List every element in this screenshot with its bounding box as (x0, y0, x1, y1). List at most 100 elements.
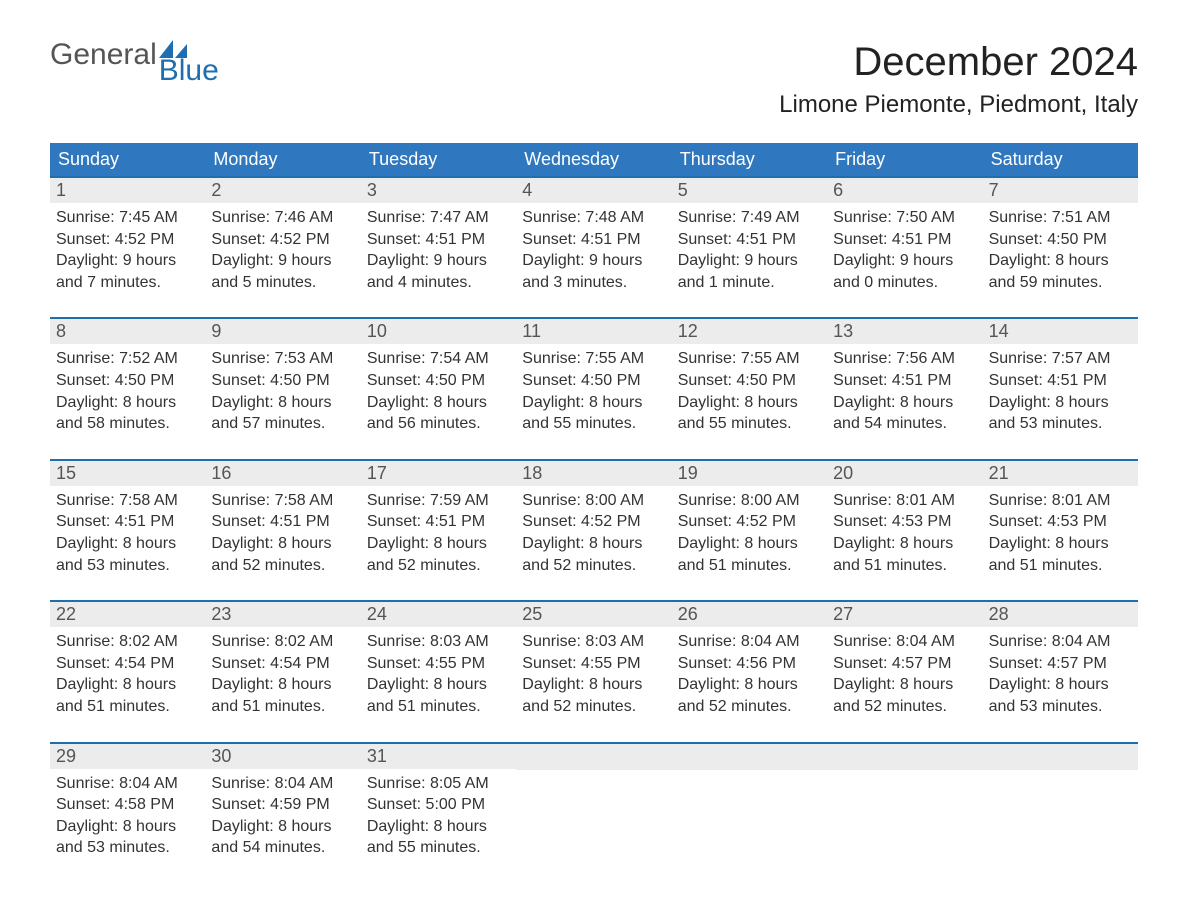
day-number: 16 (205, 461, 360, 486)
day-number: 6 (827, 178, 982, 203)
sunrise-line: Sunrise: 8:04 AM (833, 631, 976, 653)
day-body: Sunrise: 7:55 AMSunset: 4:50 PMDaylight:… (516, 344, 671, 434)
day-number: 13 (827, 319, 982, 344)
day-cell: 13Sunrise: 7:56 AMSunset: 4:51 PMDayligh… (827, 319, 982, 434)
day-cell: 3Sunrise: 7:47 AMSunset: 4:51 PMDaylight… (361, 178, 516, 293)
day-cell: 10Sunrise: 7:54 AMSunset: 4:50 PMDayligh… (361, 319, 516, 434)
day-cell: 27 Sunrise: 8:04 AMSunset: 4:57 PMDayligh… (827, 602, 982, 717)
sunset-line: Sunset: 4:55 PM (367, 653, 510, 675)
day-cell: 8Sunrise: 7:52 AMSunset: 4:50 PMDaylight… (50, 319, 205, 434)
day-number (983, 744, 1138, 770)
day-body: Sunrise: 8:04 AMSunset: 4:56 PMDaylight:… (672, 627, 827, 717)
day-body: Sunrise: 8:02 AMSunset: 4:54 PMDaylight:… (50, 627, 205, 717)
daylight-line: Daylight: 8 hours and 52 minutes. (211, 533, 354, 576)
sunrise-line: Sunrise: 7:53 AM (211, 348, 354, 370)
daylight-line: Daylight: 9 hours and 7 minutes. (56, 250, 199, 293)
day-body: Sunrise: 8:01 AMSunset: 4:53 PMDaylight:… (983, 486, 1138, 576)
sunset-line: Sunset: 4:51 PM (833, 229, 976, 251)
sunset-line: Sunset: 4:50 PM (522, 370, 665, 392)
month-title: December 2024 (779, 40, 1138, 85)
daylight-line: Daylight: 8 hours and 53 minutes. (989, 674, 1132, 717)
weekday-row: SundayMondayTuesdayWednesdayThursdayFrid… (50, 143, 1138, 176)
day-number (516, 744, 671, 770)
sunrise-line: Sunrise: 7:50 AM (833, 207, 976, 229)
day-number: 19 (672, 461, 827, 486)
day-number: 5 (672, 178, 827, 203)
sunrise-line: Sunrise: 8:00 AM (522, 490, 665, 512)
day-body: Sunrise: 8:04 AMSunset: 4:57 PMDaylight:… (983, 627, 1138, 717)
sunrise-line: Sunrise: 7:56 AM (833, 348, 976, 370)
sunrise-line: Sunrise: 7:58 AM (56, 490, 199, 512)
sunrise-line: Sunrise: 8:00 AM (678, 490, 821, 512)
sunset-line: Sunset: 4:53 PM (989, 511, 1132, 533)
sunset-line: Sunset: 4:52 PM (56, 229, 199, 251)
day-body: Sunrise: 7:47 AMSunset: 4:51 PMDaylight:… (361, 203, 516, 293)
day-cell: 23Sunrise: 8:02 AMSunset: 4:54 PMDayligh… (205, 602, 360, 717)
sunset-line: Sunset: 4:51 PM (367, 511, 510, 533)
day-number: 17 (361, 461, 516, 486)
sunset-line: Sunset: 4:58 PM (56, 794, 199, 816)
day-body: Sunrise: 8:03 AMSunset: 4:55 PMDaylight:… (361, 627, 516, 717)
logo: General Blue (50, 40, 219, 86)
daylight-line: Daylight: 8 hours and 52 minutes. (367, 533, 510, 576)
sunset-line: Sunset: 4:54 PM (56, 653, 199, 675)
daylight-line: Daylight: 8 hours and 52 minutes. (678, 674, 821, 717)
sunset-line: Sunset: 4:51 PM (56, 511, 199, 533)
day-number: 27 (827, 602, 982, 627)
sunset-line: Sunset: 4:59 PM (211, 794, 354, 816)
weekday-cell: Thursday (672, 143, 827, 176)
day-number (672, 744, 827, 770)
sunrise-line: Sunrise: 7:51 AM (989, 207, 1132, 229)
day-number (827, 744, 982, 770)
sunrise-line: Sunrise: 7:46 AM (211, 207, 354, 229)
daylight-line: Daylight: 8 hours and 57 minutes. (211, 392, 354, 435)
sunset-line: Sunset: 4:50 PM (211, 370, 354, 392)
sunrise-line: Sunrise: 8:04 AM (678, 631, 821, 653)
day-cell: 15Sunrise: 7:58 AMSunset: 4:51 PMDayligh… (50, 461, 205, 576)
day-cell: 31Sunrise: 8:05 AMSunset: 5:00 PMDayligh… (361, 744, 516, 859)
daylight-line: Daylight: 8 hours and 55 minutes. (678, 392, 821, 435)
week-row: 29Sunrise: 8:04 AMSunset: 4:58 PMDayligh… (50, 742, 1138, 859)
day-body: Sunrise: 7:53 AMSunset: 4:50 PMDaylight:… (205, 344, 360, 434)
daylight-line: Daylight: 8 hours and 51 minutes. (211, 674, 354, 717)
day-cell: 24Sunrise: 8:03 AMSunset: 4:55 PMDayligh… (361, 602, 516, 717)
daylight-line: Daylight: 8 hours and 59 minutes. (989, 250, 1132, 293)
day-body: Sunrise: 7:55 AMSunset: 4:50 PMDaylight:… (672, 344, 827, 434)
day-body: Sunrise: 7:46 AMSunset: 4:52 PMDaylight:… (205, 203, 360, 293)
sunrise-line: Sunrise: 8:03 AM (522, 631, 665, 653)
sunrise-line: Sunrise: 7:55 AM (522, 348, 665, 370)
day-body: Sunrise: 8:00 AMSunset: 4:52 PMDaylight:… (516, 486, 671, 576)
sunrise-line: Sunrise: 7:59 AM (367, 490, 510, 512)
day-number: 18 (516, 461, 671, 486)
sunrise-line: Sunrise: 8:04 AM (989, 631, 1132, 653)
day-cell: 7Sunrise: 7:51 AMSunset: 4:50 PMDaylight… (983, 178, 1138, 293)
sunrise-line: Sunrise: 7:47 AM (367, 207, 510, 229)
sunset-line: Sunset: 4:57 PM (989, 653, 1132, 675)
sunset-line: Sunset: 4:57 PM (833, 653, 976, 675)
day-body: Sunrise: 8:05 AMSunset: 5:00 PMDaylight:… (361, 769, 516, 859)
day-body: Sunrise: 7:56 AMSunset: 4:51 PMDaylight:… (827, 344, 982, 434)
day-body: Sunrise: 7:57 AMSunset: 4:51 PMDaylight:… (983, 344, 1138, 434)
title-block: December 2024 Limone Piemonte, Piedmont,… (779, 40, 1138, 119)
sunset-line: Sunset: 4:53 PM (833, 511, 976, 533)
daylight-line: Daylight: 8 hours and 52 minutes. (522, 533, 665, 576)
day-number: 14 (983, 319, 1138, 344)
sunrise-line: Sunrise: 8:01 AM (989, 490, 1132, 512)
weekday-cell: Sunday (50, 143, 205, 176)
weekday-cell: Saturday (983, 143, 1138, 176)
logo-blue-block: Blue (159, 40, 219, 86)
day-cell: 17 Sunrise: 7:59 AMSunset: 4:51 PMDayligh… (361, 461, 516, 576)
day-cell (672, 744, 827, 859)
day-number: 15 (50, 461, 205, 486)
day-body: Sunrise: 7:49 AMSunset: 4:51 PMDaylight:… (672, 203, 827, 293)
day-body: Sunrise: 7:45 AMSunset: 4:52 PMDaylight:… (50, 203, 205, 293)
sunrise-line: Sunrise: 8:03 AM (367, 631, 510, 653)
day-number: 2 (205, 178, 360, 203)
day-cell: 29Sunrise: 8:04 AMSunset: 4:58 PMDayligh… (50, 744, 205, 859)
daylight-line: Daylight: 8 hours and 52 minutes. (833, 674, 976, 717)
day-cell (827, 744, 982, 859)
sunset-line: Sunset: 4:52 PM (211, 229, 354, 251)
day-number: 25 (516, 602, 671, 627)
day-cell: 1Sunrise: 7:45 AMSunset: 4:52 PMDaylight… (50, 178, 205, 293)
day-cell (983, 744, 1138, 859)
